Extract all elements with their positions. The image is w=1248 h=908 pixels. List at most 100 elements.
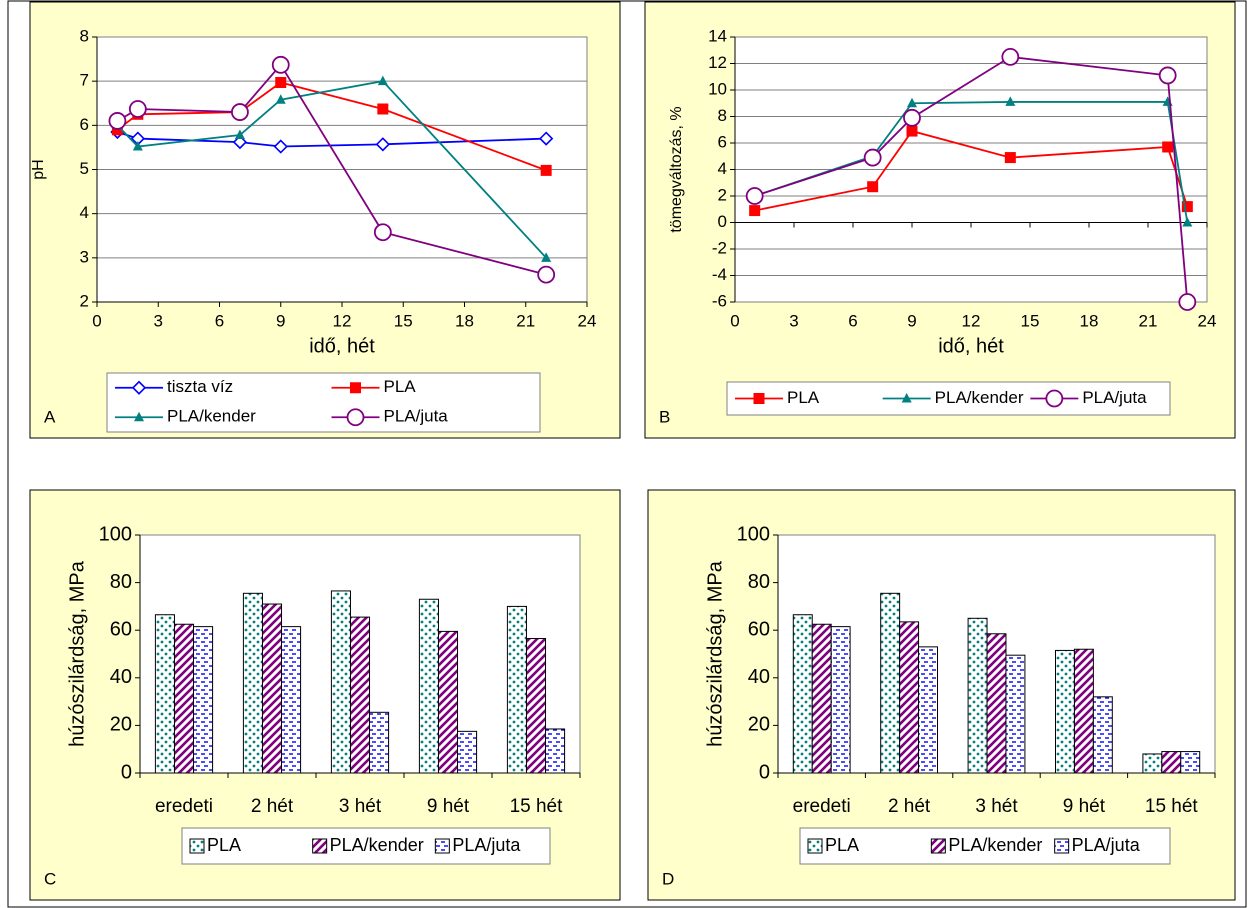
y-tick-label: 5: [80, 159, 89, 178]
y-tick-label: 40: [110, 666, 132, 688]
y-tick-label: 2: [718, 185, 727, 204]
marker: [375, 137, 390, 152]
bar: [1180, 751, 1201, 774]
bar: [1092, 696, 1113, 774]
legend-label: PLA: [825, 835, 859, 855]
y-tick-label: 40: [748, 666, 770, 688]
x-tick-label: 0: [730, 311, 739, 330]
legend-label: PLA/kender: [330, 835, 424, 855]
legend: [726, 381, 1171, 416]
x-tick-label: eredeti: [793, 796, 851, 817]
x-tick-label: 21: [516, 311, 535, 330]
x-tick-label: 6: [848, 311, 857, 330]
y-tick-label: 60: [110, 618, 132, 640]
y-tick-label: -2: [712, 238, 727, 257]
x-tick-label: 0: [92, 311, 101, 330]
marker: [1181, 201, 1193, 213]
legend-swatch: [930, 838, 946, 854]
legend-label: PLA/juta: [1082, 388, 1147, 407]
bar: [330, 590, 351, 774]
y-tick-label: 4: [718, 159, 727, 178]
y-tick-label: 60: [748, 618, 770, 640]
series-line: [116, 80, 547, 259]
y-axis-label: pH: [30, 159, 47, 179]
marker: [134, 411, 144, 422]
legend-label: PLA/juta: [452, 835, 521, 855]
x-tick-label: 15: [1021, 311, 1040, 330]
figure-frame: [7, 0, 1247, 908]
x-tick-label: 3 hét: [339, 796, 382, 817]
legend-swatch: [434, 838, 450, 854]
y-tick-label: 80: [110, 571, 132, 593]
panel-label: D: [662, 869, 674, 888]
marker: [346, 408, 365, 427]
marker: [907, 97, 917, 108]
x-tick-label: 2 hét: [888, 796, 931, 817]
marker: [377, 75, 388, 86]
marker: [903, 108, 921, 127]
y-tick-label: 0: [718, 212, 727, 231]
marker: [1158, 66, 1177, 85]
x-tick-label: 9 hét: [427, 796, 470, 817]
y-tick-label: 6: [718, 132, 727, 151]
x-tick-label: 3 hét: [975, 796, 1018, 817]
marker: [275, 76, 287, 88]
bar: [830, 626, 851, 774]
series-line: [754, 55, 1189, 303]
y-tick-label: 80: [748, 571, 770, 593]
x-tick-label: 2 hét: [251, 796, 294, 817]
x-tick-label: 12: [333, 311, 352, 330]
marker: [275, 94, 286, 104]
panel-label: A: [44, 407, 56, 426]
marker: [231, 103, 249, 121]
bar: [261, 603, 283, 774]
marker: [541, 252, 552, 262]
legend-label: PLA/kender: [167, 407, 256, 426]
bar: [899, 621, 920, 774]
legend: [181, 827, 551, 865]
y-tick-label: 3: [80, 247, 89, 266]
legend-label: PLA/kender: [935, 388, 1024, 407]
marker: [749, 205, 761, 217]
marker: [273, 139, 288, 154]
bar: [173, 623, 195, 774]
legend-swatch: [189, 838, 205, 854]
legend-swatch: [1054, 838, 1070, 854]
x-tick-label: 3: [789, 311, 798, 330]
y-axis-label: húzószilárdság, MPa: [66, 560, 88, 747]
legend: [106, 372, 541, 433]
y-tick-label: 2: [80, 291, 89, 310]
x-tick-label: 6: [215, 311, 224, 330]
y-axis-label: tömegváltozás, %: [668, 106, 685, 232]
bar: [792, 614, 813, 774]
y-tick-label: 20: [748, 714, 770, 736]
marker: [373, 223, 392, 242]
y-tick-label: 4: [80, 203, 89, 222]
bar: [880, 592, 901, 774]
bar: [349, 616, 371, 774]
bar: [437, 630, 459, 774]
y-tick-label: 12: [708, 53, 727, 72]
marker: [131, 380, 147, 395]
bar: [242, 592, 263, 774]
marker: [906, 125, 918, 137]
bar: [193, 626, 214, 774]
bar: [457, 730, 478, 774]
marker: [377, 103, 389, 115]
bar: [918, 646, 939, 774]
marker: [1005, 96, 1016, 106]
bar: [506, 605, 527, 774]
legend: [799, 827, 1171, 865]
x-axis-label: idő, hét: [938, 335, 1004, 357]
legend-label: PLA: [384, 377, 417, 396]
legend-swatch: [807, 838, 823, 854]
bar: [811, 623, 832, 774]
bar: [369, 711, 390, 774]
legend-label: tiszta víz: [167, 377, 233, 396]
bar: [1054, 649, 1075, 774]
marker: [108, 112, 127, 130]
panel-label: C: [44, 869, 56, 888]
y-tick-label: 0: [759, 761, 770, 783]
y-tick-label: 0: [121, 761, 132, 783]
bar: [1005, 654, 1026, 774]
